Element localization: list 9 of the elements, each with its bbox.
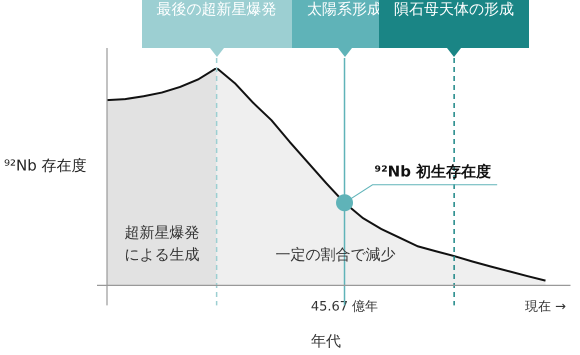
x-axis-title: 年代 bbox=[311, 332, 342, 350]
x-tick-label: 45.67 億年 bbox=[310, 300, 378, 315]
text: 最後の超新星爆発 bbox=[142, 0, 292, 48]
x-tick-label: 現在 → bbox=[524, 300, 566, 315]
annotation: ⁹²Nb 初生存在度 bbox=[374, 162, 492, 181]
annotation: 超新星爆発 bbox=[124, 223, 200, 242]
text: 隕石母天体の形成 bbox=[394, 0, 514, 18]
annotation: による生成 bbox=[124, 245, 200, 264]
y-axis-title: ⁹²Nb 存在度 bbox=[4, 156, 87, 175]
